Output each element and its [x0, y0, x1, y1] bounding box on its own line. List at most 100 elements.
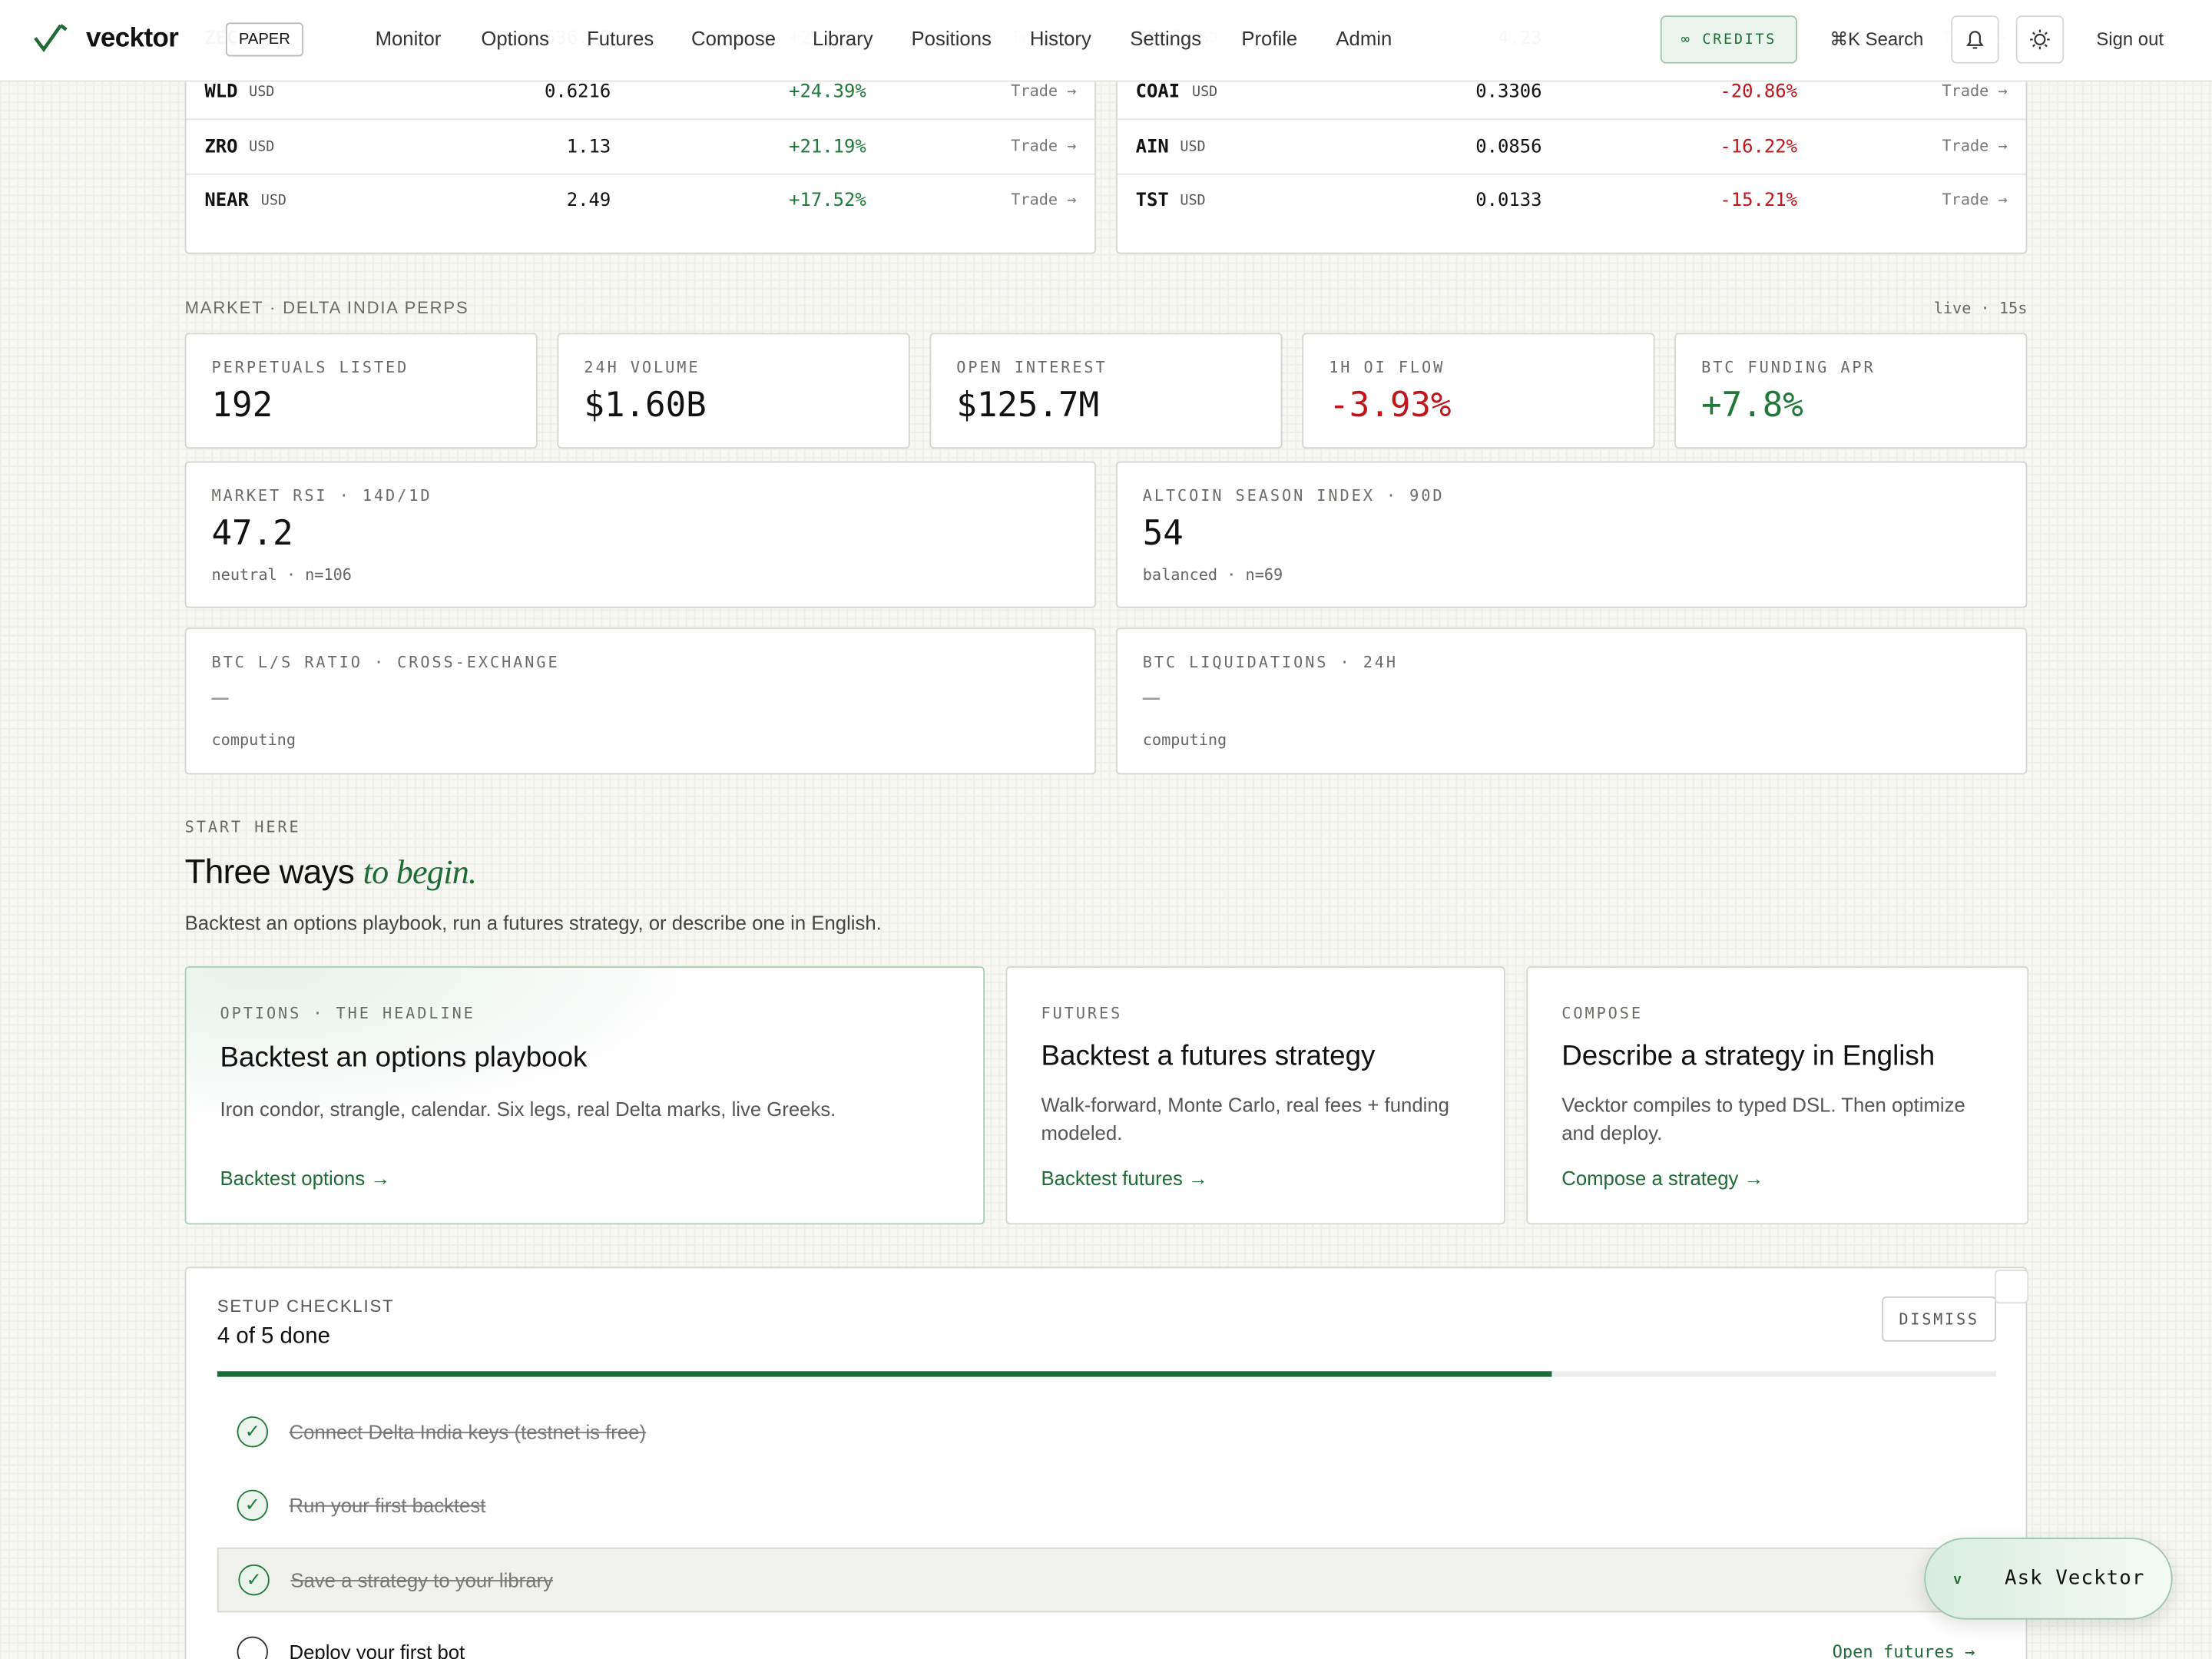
nav-link[interactable]: Settings	[1130, 26, 1202, 50]
card-link[interactable]: Backtest futures →	[1041, 1166, 1208, 1190]
card-body: Vecktor compiles to typed DSL. Then opti…	[1561, 1093, 1965, 1144]
header: vecktor PAPER Monitor Options Futures Compose…	[0, 0, 2212, 82]
mover-row: AIN USD 0.0856 -16.22% Trade →	[1117, 119, 2026, 174]
item-text: Connect Delta India keys (testnet is fre…	[289, 1420, 647, 1443]
market-status: live · 15s	[1933, 299, 2028, 318]
nav-link[interactable]: Positions	[911, 26, 992, 50]
trade-link[interactable]: Trade →	[1942, 81, 2008, 101]
change: +24.39%	[789, 81, 866, 104]
start-eyebrow: START HERE	[184, 818, 301, 837]
indicator-value: 47.2	[211, 513, 293, 553]
checklist-item[interactable]: ✓ Connect Delta India keys (testnet is fr…	[217, 1401, 1995, 1465]
search-button[interactable]: ⌘K Search	[1830, 28, 1924, 50]
nav-link[interactable]: Monitor	[375, 26, 442, 50]
stat-label: BTC FUNDING APR	[1701, 358, 1876, 377]
quote: USD	[1192, 84, 1218, 101]
trade-link[interactable]: Trade →	[1011, 190, 1077, 209]
change: +21.19%	[789, 136, 866, 157]
stat-label: 1H OI FLOW	[1329, 358, 1445, 377]
quote: USD	[249, 138, 275, 155]
credits-button[interactable]: ∞ CREDITS	[1660, 15, 1797, 64]
card-body: Walk-forward, Monte Carlo, real fees + f…	[1041, 1093, 1449, 1144]
price: 0.0133	[1475, 190, 1542, 212]
check-circle: ✓	[237, 1489, 268, 1521]
stat-card: BTC FUNDING APR +7.8%	[1674, 333, 2028, 449]
item-action[interactable]: Open futures →	[1832, 1641, 1975, 1659]
change: -15.21%	[1720, 190, 1797, 212]
setup-checklist: SETUP CHECKLIST 4 of 5 done DISMISS ✓ Connec…	[184, 1267, 2029, 1659]
card-title: Describe a strategy in English	[1561, 1041, 1936, 1072]
dismiss-button[interactable]: DISMISS	[1882, 1296, 1996, 1342]
trade-link[interactable]: Trade →	[1942, 190, 2008, 209]
start-card[interactable]: FUTURES Backtest a futures strategy Walk-f…	[1005, 966, 1505, 1225]
start-card[interactable]: OPTIONS · THE HEADLINE Backtest an option…	[184, 966, 985, 1225]
card-body: Iron condor, strangle, calendar. Six leg…	[220, 1097, 836, 1121]
price: 0.0856	[1475, 136, 1542, 157]
price: 0.3306	[1475, 81, 1542, 104]
symbol: COAI	[1135, 81, 1181, 104]
assistant-label: Ask Vecktor	[2004, 1567, 2145, 1590]
card-eyebrow: FUTURES	[1041, 1004, 1123, 1023]
symbol: TST	[1135, 190, 1169, 212]
nav-link[interactable]: Compose	[690, 26, 777, 50]
stat-card: OPEN INTEREST $125.7M	[929, 333, 1283, 449]
mover-row: COAI USD 0.3306 -20.86% Trade →	[1117, 65, 2026, 121]
ask-vecktor-button[interactable]: ᵛ Ask Vecktor	[1924, 1538, 2173, 1620]
quote: USD	[1180, 138, 1206, 155]
trade-link[interactable]: Trade →	[1942, 136, 2008, 155]
indicator-note: computing	[211, 730, 296, 750]
brand[interactable]: vecktor	[86, 24, 179, 54]
item-text: Deploy your first bot	[289, 1641, 465, 1659]
trade-link[interactable]: Trade →	[1011, 136, 1077, 155]
stat-value: $1.60B	[584, 385, 707, 425]
nav-link[interactable]: Options	[481, 26, 549, 50]
start-subtitle: Backtest an options playbook, run a futu…	[184, 911, 882, 934]
item-text: Save a strategy to your library	[290, 1568, 553, 1591]
theme-toggle[interactable]	[2015, 15, 2065, 64]
nav-link[interactable]: History	[1029, 26, 1091, 50]
card-title: Backtest an options playbook	[220, 1042, 588, 1074]
progress-fill	[217, 1371, 1551, 1377]
sign-out[interactable]: Sign out	[2096, 28, 2164, 50]
card-link[interactable]: Backtest options →	[220, 1166, 391, 1190]
title-accent: to begin.	[363, 855, 477, 892]
nav-link[interactable]: Profile	[1241, 26, 1298, 50]
checklist-item[interactable]: Deploy your first bot Open futures →	[217, 1621, 1995, 1659]
market-label: MARKET · DELTA INDIA PERPS	[184, 297, 469, 318]
nav-link[interactable]: Futures	[587, 26, 654, 50]
card-link[interactable]: Compose a strategy →	[1561, 1166, 1764, 1190]
indicator-card: ALTCOIN SEASON INDEX · 90D 54 balanced · n…	[1115, 461, 2028, 608]
mover-row: WLD USD 0.6216 +24.39% Trade →	[186, 65, 1095, 121]
price: 2.49	[566, 190, 611, 212]
stat-value: $125.7M	[956, 385, 1100, 425]
checklist-item[interactable]: ✓ Run your first backtest	[217, 1474, 1995, 1538]
nav-link[interactable]: Admin	[1336, 26, 1392, 50]
assistant-icon: ᵛ	[1953, 1570, 1962, 1593]
notifications-button[interactable]	[1951, 15, 1999, 64]
mover-row: ZRO USD 1.13 +21.19% Trade →	[186, 119, 1095, 174]
quote: USD	[1180, 193, 1206, 209]
checklist-item[interactable]: ✓ Save a strategy to your library	[217, 1547, 1995, 1613]
stat-value: 192	[211, 385, 273, 425]
nav-link[interactable]: Library	[812, 26, 873, 50]
start-card[interactable]: COMPOSE Describe a strategy in English Vec…	[1526, 966, 2029, 1225]
trade-link[interactable]: Trade →	[1011, 81, 1077, 101]
mover-row: TST USD 0.0133 -15.21% Trade →	[1118, 174, 2026, 227]
mover-row: NEAR USD 2.49 +17.52% Trade →	[186, 174, 1094, 227]
checklist-eyebrow: SETUP CHECKLIST	[217, 1296, 395, 1316]
change: -16.22%	[1720, 136, 1797, 157]
price: 0.6216	[545, 81, 611, 104]
indicator-value: —	[1142, 680, 1160, 714]
item-text: Run your first backtest	[289, 1494, 486, 1517]
price: 1.13	[566, 136, 611, 157]
logo-icon	[34, 24, 68, 53]
symbol: NEAR	[204, 190, 249, 212]
indicator-note: computing	[1142, 730, 1227, 750]
check-circle: ✓	[238, 1564, 270, 1596]
stat-label: PERPETUALS LISTED	[211, 358, 409, 377]
change: +17.52%	[789, 190, 866, 212]
change: -20.86%	[1720, 81, 1797, 104]
stat-card: PERPETUALS LISTED 192	[184, 333, 538, 449]
